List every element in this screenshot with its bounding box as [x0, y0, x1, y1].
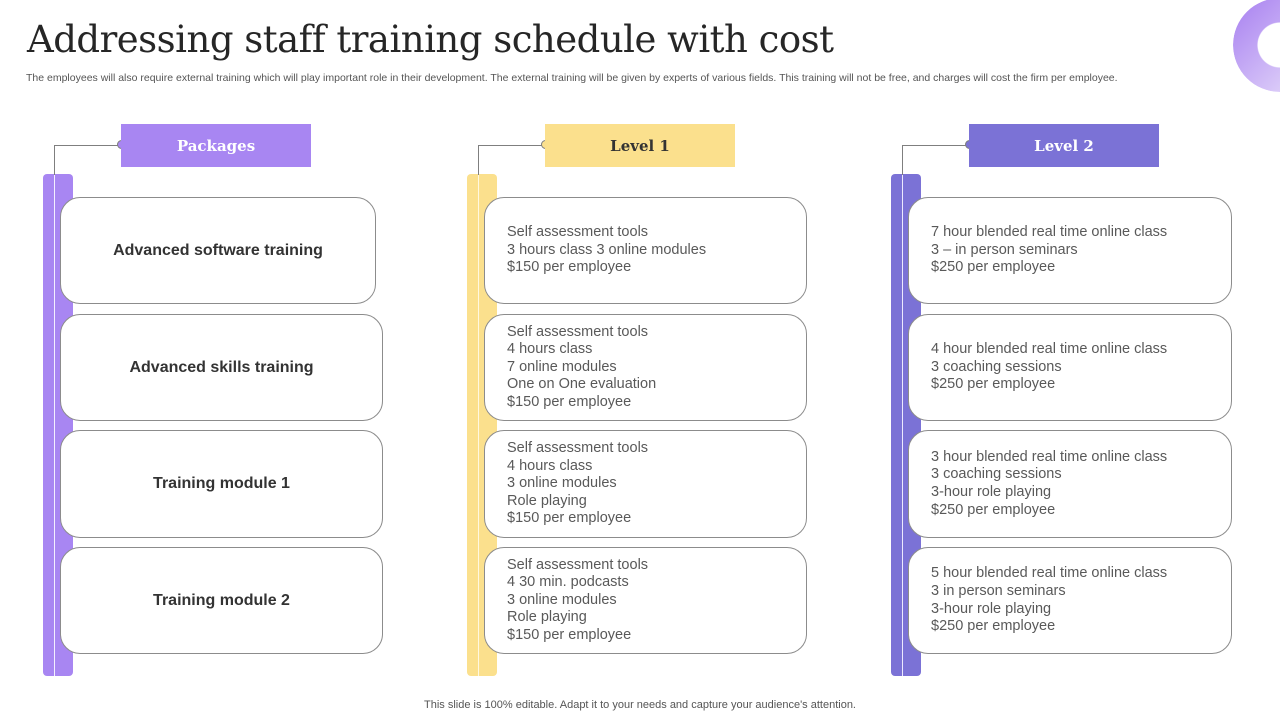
card-line: 3 coaching sessions	[931, 358, 1062, 375]
package-label: Training module 2	[153, 591, 290, 609]
card-line: 4 hours class	[507, 457, 593, 474]
page-subtitle: The employees will also require external…	[26, 72, 1118, 84]
packages-header: Packages	[121, 124, 311, 167]
package-label: Advanced software training	[113, 241, 323, 259]
level1-card: Self assessment tools 4 hours class 3 on…	[484, 430, 807, 538]
card-line: 4 hour blended real time online class	[931, 341, 1168, 358]
card-line: 3 online modules	[507, 475, 617, 492]
level1-card: Self assessment tools 4 hours class 7 on…	[484, 314, 807, 421]
card-line: One on One evaluation	[507, 376, 657, 393]
card-price: $250 per employee	[931, 618, 1056, 635]
card-line: Self assessment tools	[507, 556, 649, 573]
card-line: Self assessment tools	[507, 323, 649, 340]
card-line: 3 in person seminars	[931, 582, 1066, 599]
connector-vertical-line	[902, 145, 903, 676]
connector-vertical-line-top	[54, 145, 55, 175]
footer-note: This slide is 100% editable. Adapt it to…	[424, 699, 856, 711]
level2-card: 5 hour blended real time online class 3 …	[908, 547, 1232, 654]
package-card: Training module 2	[60, 547, 383, 654]
card-line: 3 – in person seminars	[931, 241, 1078, 258]
level2-header: Level 2	[969, 124, 1159, 167]
card-line: 4 hours class	[507, 341, 593, 358]
level1-card: Self assessment tools 4 30 min. podcasts…	[484, 547, 807, 654]
connector-horizontal-line	[54, 145, 120, 146]
card-line: 3 hours class 3 online modules	[507, 241, 707, 258]
card-line: 7 hour blended real time online class	[931, 224, 1168, 241]
level2-card: 3 hour blended real time online class 3 …	[908, 430, 1232, 538]
card-line: 3-hour role playing	[931, 600, 1052, 617]
card-price: $150 per employee	[507, 259, 632, 276]
level2-card: 4 hour blended real time online class 3 …	[908, 314, 1232, 421]
connector-horizontal-line	[902, 145, 968, 146]
package-card: Advanced software training	[60, 197, 376, 304]
card-price: $250 per employee	[931, 376, 1056, 393]
card-line: 4 30 min. podcasts	[507, 574, 629, 591]
connector-vertical-line	[478, 145, 479, 676]
level2-card: 7 hour blended real time online class 3 …	[908, 197, 1232, 304]
package-card: Training module 1	[60, 430, 383, 538]
card-price: $150 per employee	[507, 393, 632, 410]
page-title: Addressing staff training schedule with …	[27, 18, 834, 61]
card-price: $150 per employee	[507, 510, 632, 527]
connector-vertical-line	[54, 145, 55, 676]
card-price: $150 per employee	[507, 626, 632, 643]
card-line: Role playing	[507, 609, 587, 626]
card-price: $250 per employee	[931, 259, 1056, 276]
card-line: Self assessment tools	[507, 224, 649, 241]
card-line: Self assessment tools	[507, 440, 649, 457]
card-line: 7 online modules	[507, 358, 617, 375]
package-label: Training module 1	[153, 475, 290, 492]
card-line: 3 hour blended real time online class	[931, 448, 1168, 465]
card-line: 3 online modules	[507, 591, 617, 608]
card-price: $250 per employee	[931, 501, 1056, 518]
card-line: 3-hour role playing	[931, 484, 1052, 500]
card-line: Role playing	[507, 492, 587, 509]
decorative-ring-icon	[1233, 0, 1280, 92]
connector-vertical-line-top	[478, 145, 479, 175]
package-card: Advanced skills training	[60, 314, 383, 421]
card-line: 3 coaching sessions	[931, 466, 1062, 483]
connector-vertical-line-top	[902, 145, 903, 175]
connector-horizontal-line	[478, 145, 544, 146]
card-line: 5 hour blended real time online class	[931, 565, 1168, 582]
package-label: Advanced skills training	[129, 358, 314, 376]
level1-card: Self assessment tools 3 hours class 3 on…	[484, 197, 807, 304]
level1-header: Level 1	[545, 124, 735, 167]
